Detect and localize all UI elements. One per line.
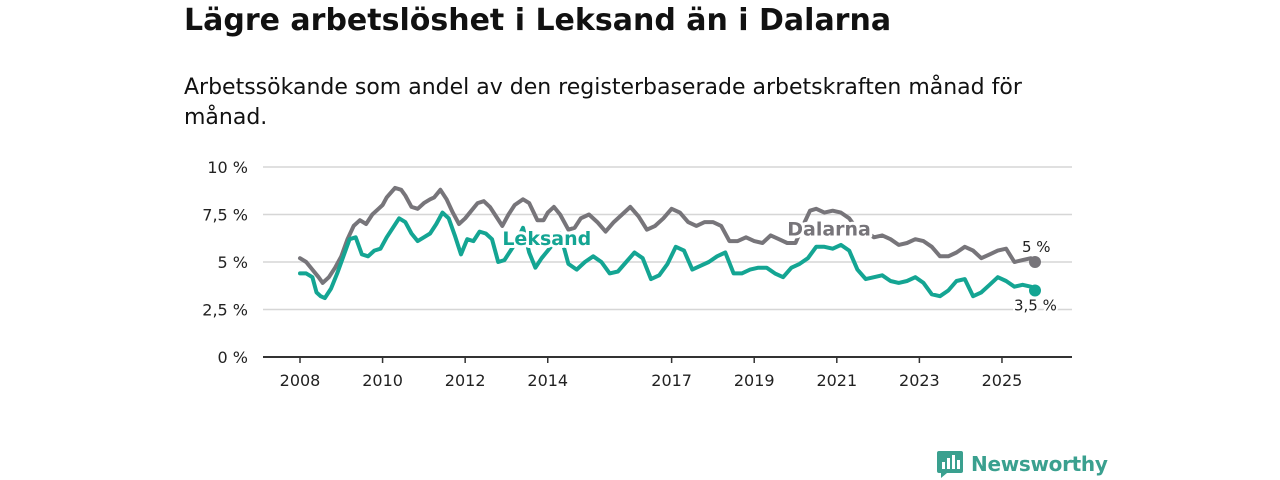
y-tick-label: 0 % [218,348,248,367]
series-lines [298,185,1041,301]
y-tick-label: 5 % [218,253,248,272]
y-tick-label: 10 % [207,158,248,177]
x-tick-label: 2008 [280,371,321,390]
chart-subtitle: Arbetssökande som andel av den registerb… [184,75,1022,130]
end-value-label-dalarna: 5 % [1022,238,1051,256]
x-tick-label: 2017 [651,371,692,390]
y-axis: 0 % 2,5 % 5 % 7,5 % 10 % [202,158,248,367]
chart-bar-logo-icon [937,451,963,478]
x-tick-label: 2021 [816,371,857,390]
end-point-dalarna [1029,256,1041,268]
x-tick-label: 2014 [527,371,568,390]
series-line-leksand [298,210,1037,301]
x-tick-label: 2010 [362,371,403,390]
y-tick-label: 7,5 % [202,206,248,225]
newsworthy-logo: Newsworthy [936,448,1108,480]
series-labels: Dalarna 5 % Leksand 3,5 % [499,215,1059,316]
x-tick-label: 2019 [734,371,775,390]
chart-title: Lägre arbetslöshet i Leksand än i Dalarn… [184,3,892,38]
end-value-label-leksand: 3,5 % [1014,297,1057,315]
x-tick-label: 2025 [982,371,1023,390]
brand-name: Newsworthy [971,452,1108,476]
series-line-dalarna [298,185,1037,285]
x-tick-label: 2023 [899,371,940,390]
y-tick-label: 2,5 % [202,301,248,320]
x-axis: 2008 2010 2012 2014 2017 2019 2021 2023 2025 [263,356,1072,390]
series-label-dalarna: Dalarna [787,218,871,240]
x-tick-label: 2012 [445,371,486,390]
end-point-leksand [1029,284,1041,297]
series-label-leksand: Leksand [502,228,591,250]
